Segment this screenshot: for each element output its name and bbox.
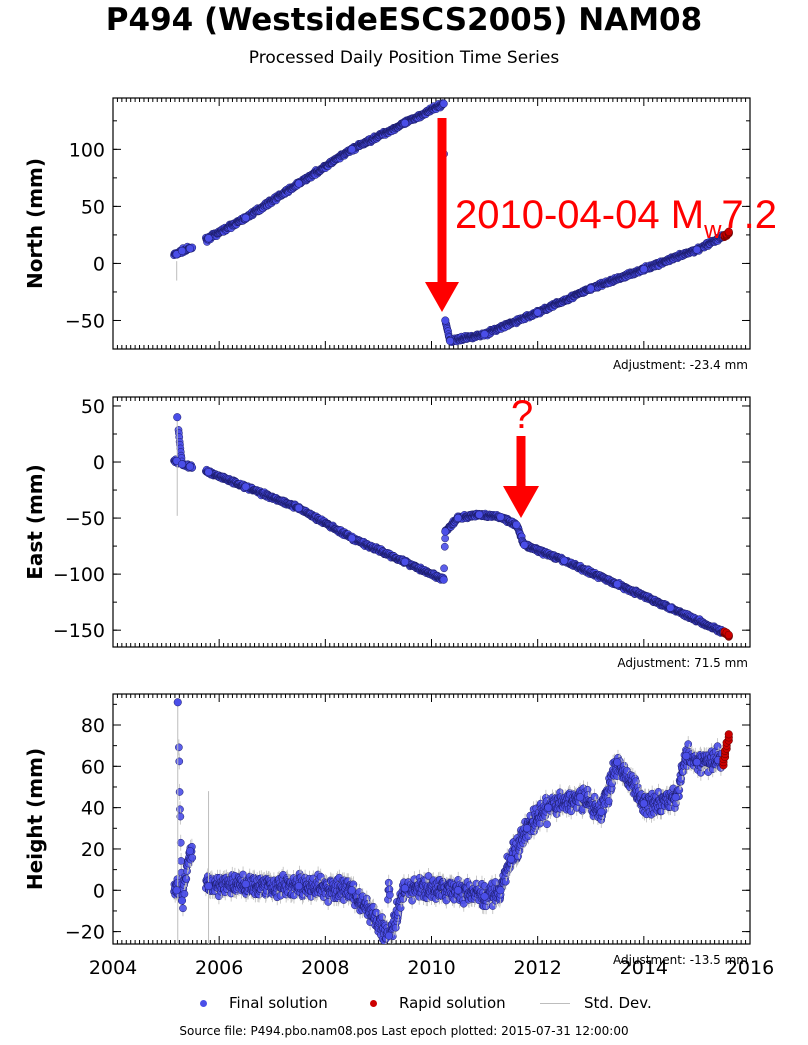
east-y-tick-label: −150 <box>53 620 105 642</box>
east-data-group <box>170 413 733 641</box>
final-point <box>441 527 450 536</box>
final-point <box>441 534 449 543</box>
height-y-tick-label: 20 <box>81 839 105 861</box>
chart-title: P494 (WestsideESCS2005) NAM08 <box>105 2 703 38</box>
height-y-tick-label: 60 <box>81 756 105 778</box>
final-point <box>177 460 187 469</box>
east-y-tick-label: −50 <box>65 508 105 530</box>
final-point <box>185 244 195 253</box>
final-point <box>533 308 542 317</box>
final-point <box>241 213 250 222</box>
north-y-tick-label: −50 <box>65 310 105 332</box>
final-point <box>692 245 701 254</box>
final-point <box>440 542 449 551</box>
east-y-tick-label: 50 <box>81 396 105 418</box>
final-point <box>440 564 448 573</box>
final-point <box>439 99 448 108</box>
final-point <box>512 520 521 529</box>
final-point <box>347 145 356 154</box>
height-y-tick-label: 0 <box>93 880 105 902</box>
final-point <box>446 336 455 346</box>
final-point <box>177 246 187 255</box>
final-point <box>180 889 189 898</box>
east-plot-frame <box>112 396 751 648</box>
rapid-point <box>724 630 733 639</box>
final-point <box>586 284 595 293</box>
north-adjustment-label: Adjustment: -23.4 mm <box>613 358 748 372</box>
final-point <box>639 265 648 274</box>
final-point <box>204 468 213 477</box>
final-point <box>400 119 410 128</box>
final-point <box>175 757 184 766</box>
rapid-point <box>724 227 733 236</box>
north-data-group <box>170 99 733 346</box>
final-point <box>439 575 448 584</box>
height-y-tick-label: 80 <box>81 715 105 737</box>
final-point <box>177 857 185 865</box>
final-point <box>176 812 185 821</box>
height-adjustment-label: Adjustment: -13.5 mm <box>613 953 748 967</box>
final-point <box>176 838 185 847</box>
chart-subtitle: Processed Daily Position Time Series <box>248 48 560 68</box>
final-point <box>179 904 187 913</box>
final-point <box>441 316 450 325</box>
height-axis-label: Height (mm) <box>23 748 47 890</box>
north-axis-label: North (mm) <box>23 158 47 289</box>
final-point <box>188 853 197 862</box>
final-point <box>480 330 489 339</box>
north-y-tick-label: 100 <box>69 139 105 161</box>
final-point <box>347 534 356 543</box>
final-point <box>175 743 183 752</box>
final-point <box>182 875 191 883</box>
final-point <box>204 234 213 243</box>
final-point <box>520 540 529 550</box>
final-point <box>400 557 410 566</box>
east-adjustment-label: Adjustment: 71.5 mm <box>617 656 748 670</box>
final-point <box>239 870 247 879</box>
height-y-tick-label: 40 <box>81 798 105 820</box>
final-point <box>560 556 569 565</box>
east-axis-label: East (mm) <box>23 464 47 580</box>
east-y-tick-label: 0 <box>93 452 105 474</box>
east-y-tick-label: −100 <box>53 564 105 586</box>
final-point <box>666 603 675 612</box>
final-point <box>496 512 505 522</box>
final-point <box>173 413 182 422</box>
final-point <box>175 788 184 796</box>
north-y-tick-label: 0 <box>93 253 105 275</box>
final-point <box>185 462 195 471</box>
height-data-group <box>170 698 733 944</box>
final-point <box>453 514 463 523</box>
final-point <box>294 503 303 513</box>
north-y-tick-label: 50 <box>81 196 105 218</box>
height-y-tick-label: −20 <box>65 922 105 944</box>
final-point <box>475 510 484 519</box>
final-point <box>613 580 622 589</box>
final-point <box>294 179 303 188</box>
final-point <box>241 482 250 491</box>
